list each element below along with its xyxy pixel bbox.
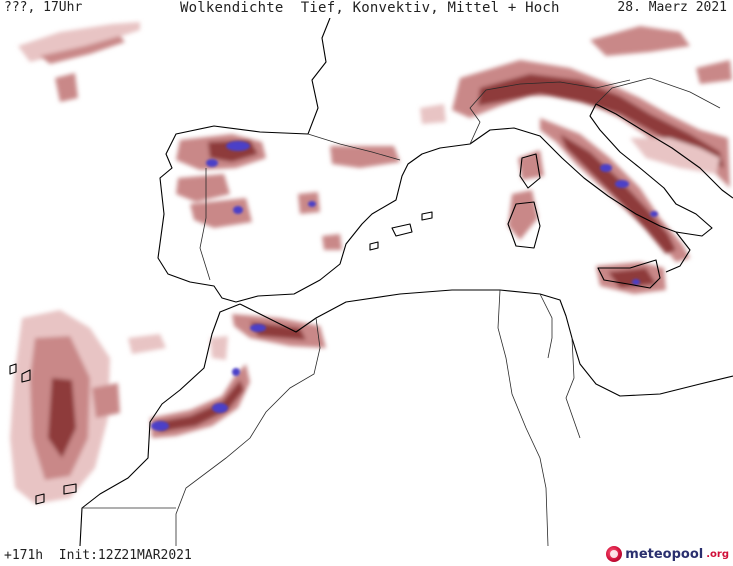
- map-title: Wolkendichte Tief, Konvektiv, Mittel + H…: [180, 0, 560, 16]
- model-run-info: +171h Init:12Z21MAR2021: [4, 548, 192, 563]
- coastlines: [9, 18, 733, 546]
- meteopool-logo-icon: [606, 546, 623, 562]
- country-borders: [82, 77, 721, 546]
- forecast-date: 28. Maerz 2021: [617, 0, 727, 15]
- weather-map: [9, 18, 733, 546]
- cloud-density-layer: [10, 22, 732, 504]
- meteopool-logo[interactable]: meteopool .org: [606, 544, 729, 564]
- cloud-max-spots: [151, 141, 658, 431]
- logo-tld: .org: [706, 548, 729, 560]
- logo-text: meteopool: [625, 546, 704, 562]
- forecast-time-label: ???, 17Uhr: [4, 0, 83, 15]
